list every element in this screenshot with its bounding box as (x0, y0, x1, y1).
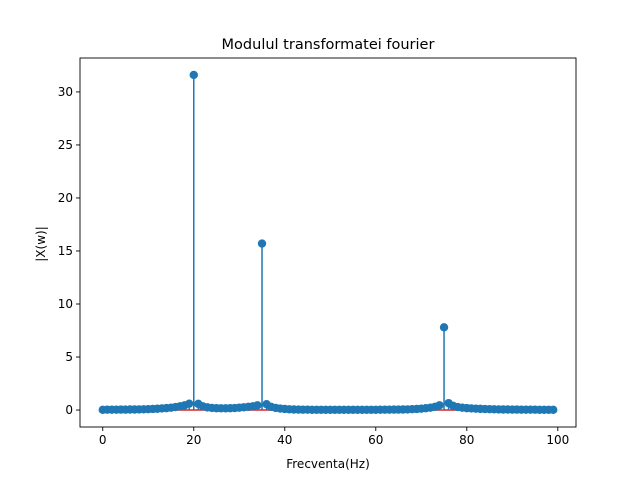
y-tick-label: 5 (65, 350, 73, 364)
x-tick-label: 100 (546, 433, 569, 447)
y-tick-label: 15 (58, 244, 73, 258)
y-tick-label: 25 (58, 138, 73, 152)
stem-marker (189, 70, 198, 80)
y-axis-label: |X(w)| (34, 226, 48, 261)
stem-marker (253, 401, 262, 410)
y-tick-label: 0 (65, 403, 73, 417)
x-tick-label: 80 (459, 433, 474, 447)
x-tick-label: 60 (368, 433, 383, 447)
stem-marker (257, 239, 267, 248)
stem-marker (439, 323, 449, 332)
y-tick-label: 30 (58, 85, 73, 99)
stem-marker (435, 401, 444, 410)
y-tick-label: 20 (58, 191, 73, 205)
plot-frame (79, 57, 577, 428)
x-tick-label: 20 (186, 433, 201, 447)
x-tick-label: 0 (99, 433, 107, 447)
x-tick-label: 40 (277, 433, 292, 447)
x-axis-label: Frecventa(Hz) (286, 457, 370, 471)
chart-title: Modulul transformatei fourier (222, 37, 435, 53)
x-axis-ticks: 0 20 40 60 80 100 (99, 427, 569, 447)
plot-area (98, 70, 558, 415)
stem-marker (549, 405, 558, 415)
y-tick-label: 10 (58, 297, 73, 311)
y-axis-ticks: 0 5 10 15 20 25 30 (58, 85, 80, 417)
stem-marker (185, 399, 194, 408)
